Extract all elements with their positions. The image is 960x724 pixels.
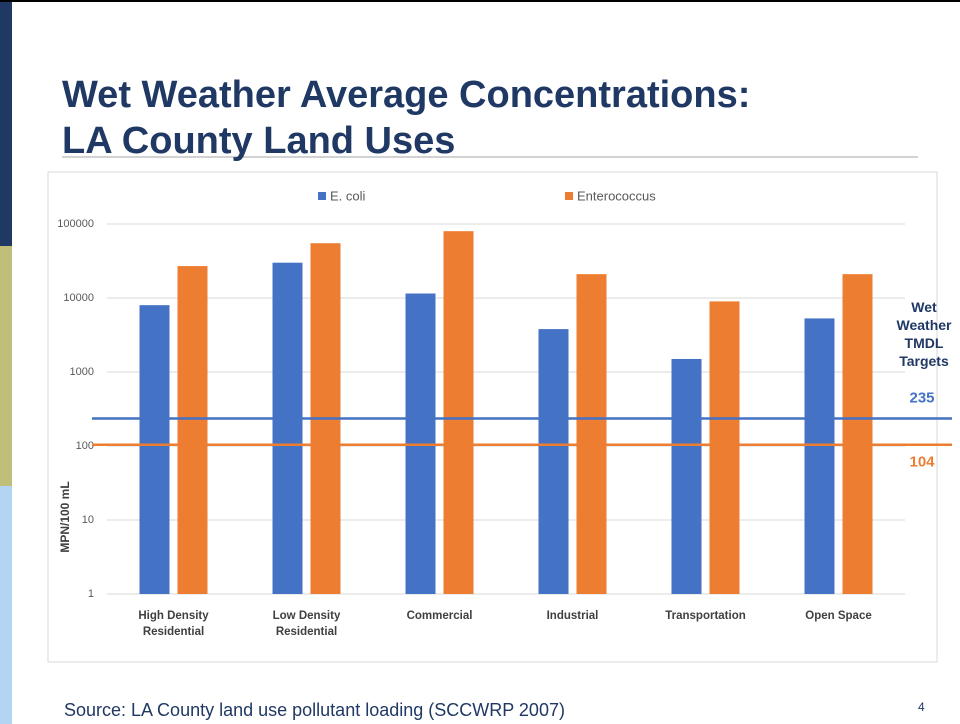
legend-label: E. coli [330, 188, 366, 203]
bar [671, 358, 702, 594]
legend-swatch [318, 192, 326, 200]
bar [709, 301, 740, 594]
y-tick-label: 100 [76, 440, 94, 452]
bar [576, 274, 607, 594]
y-tick-label: 1000 [70, 366, 94, 378]
slide-title: LA County Land Uses [62, 120, 456, 162]
y-tick-label: 1 [88, 588, 94, 600]
x-tick-label: Commercial [406, 610, 473, 622]
y-axis-label: MPN/100 mL [58, 481, 72, 552]
bar [272, 262, 303, 594]
bar [139, 305, 170, 594]
x-tick-label: High Density Residential [138, 610, 209, 638]
y-tick-label: 10000 [63, 292, 94, 304]
y-tick-label: 100000 [57, 218, 94, 230]
annotation: Wet Weather TMDL Targets [896, 299, 952, 369]
stripe-navy [0, 0, 12, 246]
x-tick-label: Transportation [665, 610, 746, 622]
bar [443, 231, 474, 595]
target-label: 104 [909, 454, 935, 471]
legend-label: Enterococcus [577, 188, 656, 203]
stripe-olive [0, 246, 12, 486]
slide-title: Wet Weather Average Concentrations: [62, 74, 751, 116]
legend-swatch [565, 192, 573, 200]
stripe-blue [0, 486, 12, 724]
bar [804, 318, 835, 594]
bar [842, 274, 873, 594]
source: Source: LA County land use pollutant loa… [64, 700, 565, 720]
x-tick-label: Open Space [805, 610, 872, 622]
target-label: 235 [909, 390, 934, 407]
bar [538, 329, 569, 594]
page-number: 4 [918, 700, 925, 714]
bar [177, 266, 208, 594]
x-tick-label: Industrial [546, 610, 599, 622]
y-tick-label: 10 [82, 514, 94, 526]
x-tick-label: Low Density Residential [272, 610, 341, 638]
